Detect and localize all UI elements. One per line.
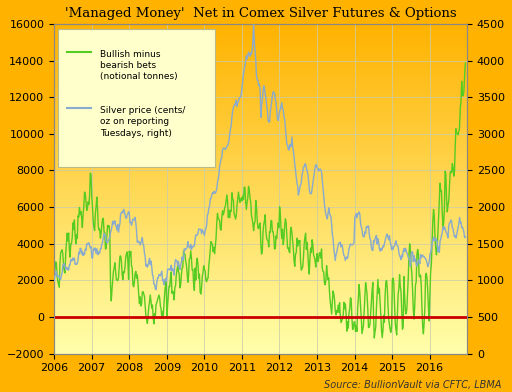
Text: Bullish minus
bearish bets
(notional tonnes): Bullish minus bearish bets (notional ton…	[100, 50, 177, 82]
Text: Source: BullionVault via CFTC, LBMA: Source: BullionVault via CFTC, LBMA	[325, 380, 502, 390]
FancyBboxPatch shape	[58, 29, 215, 167]
Title: 'Managed Money'  Net in Comex Silver Futures & Options: 'Managed Money' Net in Comex Silver Futu…	[65, 7, 457, 20]
Text: Silver price (cents/
oz on reporting
Tuesdays, right): Silver price (cents/ oz on reporting Tue…	[100, 106, 185, 138]
